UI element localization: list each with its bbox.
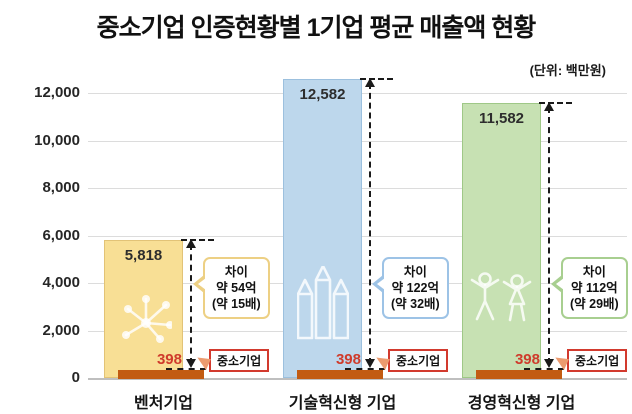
difference-arrow-line	[548, 106, 550, 364]
sme-level-marker-line	[524, 368, 564, 370]
arrowhead-down	[186, 359, 196, 368]
bar-top-marker-line	[539, 101, 572, 104]
arrowhead-up	[544, 101, 554, 111]
y-axis-tick-label: 4,000	[42, 274, 80, 291]
arrowhead-up	[186, 238, 196, 248]
difference-callout-line: 차이	[224, 265, 248, 279]
callout-tail-fill	[198, 278, 206, 290]
sme-value-label: 398	[156, 351, 182, 368]
sme-bar	[118, 370, 204, 379]
y-axis-tick-label: 2,000	[42, 321, 80, 339]
y-axis-tick-label: 6,000	[42, 226, 80, 244]
difference-callout-line: 약 122억	[391, 281, 440, 295]
bar-value-label: 12,582	[299, 86, 346, 104]
sme-level-marker-line	[345, 368, 385, 370]
sme-tag: 중소기업	[567, 349, 628, 372]
sme-value-label: 398	[514, 351, 540, 368]
sme-value-label: 398	[335, 351, 361, 368]
difference-callout-line: (약 15배)	[212, 297, 261, 311]
sme-tag: 중소기업	[209, 349, 270, 372]
pencils-icon	[296, 264, 349, 340]
y-axis-tick-label: 12,000	[34, 84, 80, 101]
difference-callout-line: 약 112억	[571, 281, 618, 295]
sme-tag: 중소기업	[388, 349, 449, 372]
difference-arrow-line	[369, 83, 371, 364]
difference-callout-line: (약 29배)	[570, 297, 619, 311]
y-axis-tick-label: 10,000	[34, 131, 80, 149]
difference-callout-line: (약 32배)	[391, 297, 440, 311]
callout-tail-fill	[377, 278, 385, 290]
bar-value-label: 5,818	[124, 246, 163, 264]
bar-top-marker-line	[181, 238, 214, 241]
callout-tail-fill	[556, 278, 564, 290]
unit-label: (단위: 백만원)	[529, 63, 606, 78]
bar-value-label: 11,582	[478, 109, 525, 127]
bar-top-marker-line	[360, 78, 393, 81]
category-label: 기술혁신형 기업	[288, 395, 397, 412]
people-icon	[470, 272, 534, 324]
molecule-icon	[116, 291, 174, 347]
sme-bar	[297, 370, 383, 379]
sme-bar	[476, 370, 562, 379]
y-axis-tick-label: 0	[71, 369, 80, 386]
main-bar	[462, 102, 541, 378]
main-bar	[104, 239, 183, 378]
x-axis-line	[88, 378, 627, 380]
difference-arrow-line	[190, 243, 192, 364]
y-axis-tick-label: 8,000	[42, 179, 80, 196]
difference-callout-line: 차이	[403, 265, 427, 279]
arrowhead-down	[544, 359, 554, 368]
category-label: 벤처기업	[134, 395, 193, 412]
arrowhead-up	[365, 78, 375, 88]
sme-level-marker-line	[166, 368, 206, 370]
difference-callout-line: 차이	[582, 265, 606, 279]
chart-title: 중소기업 인증현황별 1기업 평균 매출액 현황	[96, 14, 537, 42]
category-label: 경영혁신형 기업	[467, 395, 576, 412]
difference-callout-line: 약 54억	[216, 281, 257, 295]
arrowhead-down	[365, 359, 375, 368]
